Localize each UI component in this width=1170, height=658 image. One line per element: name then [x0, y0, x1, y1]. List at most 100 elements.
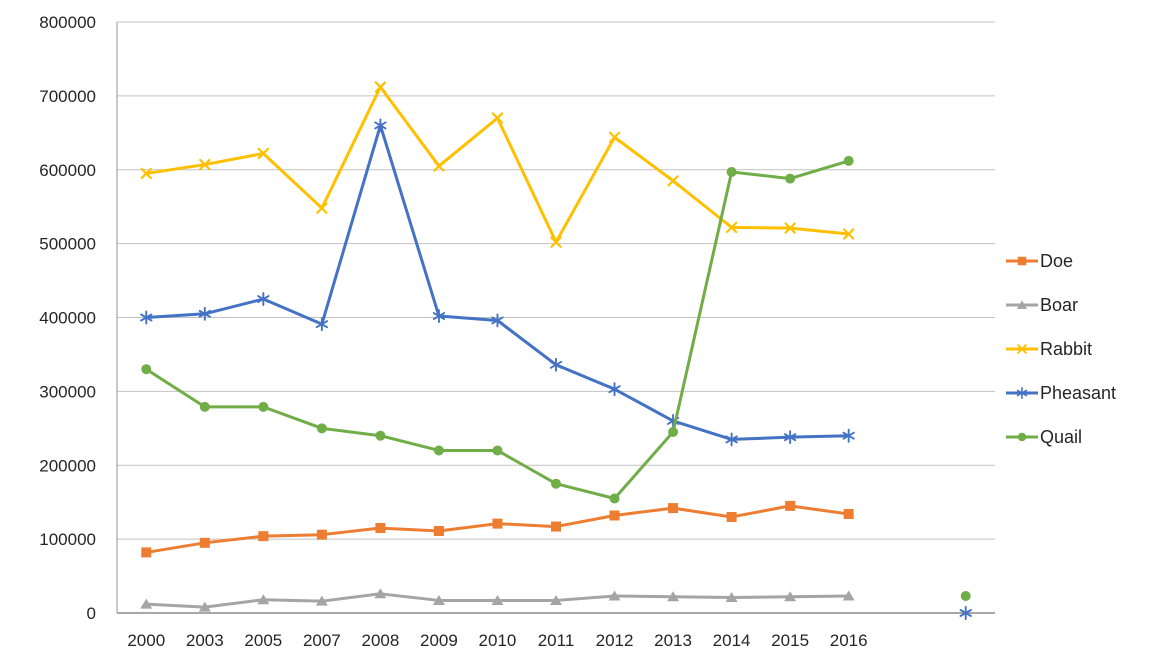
data-point-marker: [315, 595, 328, 606]
y-axis-tick-label: 500000: [39, 235, 96, 254]
data-point-marker: [198, 306, 211, 321]
data-point-marker: [783, 430, 797, 445]
x-axis-tick-label: 2014: [713, 631, 751, 650]
data-point-marker: [375, 430, 386, 441]
series-boar: [140, 588, 855, 612]
data-point-marker: [1017, 344, 1027, 354]
data-point-marker: [491, 112, 504, 124]
y-axis-tick-label: 100000: [39, 530, 96, 549]
legend-item-pheasant: Pheasant: [1006, 381, 1116, 405]
data-point-marker: [433, 160, 445, 172]
data-point-marker: [668, 503, 679, 514]
data-point-marker: [1017, 432, 1027, 442]
data-point-marker: [257, 594, 270, 605]
x-axis-tick-label: 2008: [361, 631, 399, 650]
data-point-marker: [491, 594, 504, 605]
data-point-marker: [140, 310, 153, 325]
data-point-marker: [842, 228, 855, 240]
data-point-marker: [315, 317, 329, 332]
y-axis-tick-label: 700000: [39, 87, 96, 106]
x-axis-tick-label: 2003: [186, 631, 224, 650]
data-point-marker: [491, 313, 504, 328]
data-point-marker: [550, 594, 562, 605]
data-point-marker: [726, 166, 737, 177]
y-axis-tick-label: 800000: [39, 13, 96, 32]
series-pheasant: [140, 118, 972, 620]
y-axis-tick-label: 300000: [39, 382, 96, 401]
x-axis-tick-label: 2007: [303, 631, 341, 650]
legend-label: Pheasant: [1040, 382, 1117, 403]
legend-marker-boar: [1006, 300, 1038, 309]
data-point-marker: [667, 591, 680, 602]
data-point-marker: [316, 202, 328, 214]
data-point-marker: [1016, 300, 1028, 309]
data-point-marker: [258, 531, 269, 542]
data-point-marker: [141, 547, 152, 558]
data-point-marker: [492, 445, 503, 456]
data-point-marker: [609, 510, 620, 521]
x-axis-tick-label: 2015: [771, 631, 809, 650]
legend-item-rabbit: Rabbit: [1006, 337, 1116, 361]
legend-item-quail: Quail: [1006, 425, 1116, 449]
data-point-marker: [258, 401, 269, 412]
legend-label: Doe: [1040, 250, 1074, 271]
data-point-marker: [608, 382, 621, 397]
data-point-marker: [726, 511, 737, 522]
data-point-marker: [316, 529, 327, 540]
data-point-marker: [785, 500, 796, 511]
x-axis-tick-label: 2012: [596, 631, 634, 650]
data-point-marker: [432, 594, 445, 605]
data-point-marker: [257, 147, 270, 160]
series-rabbit: [140, 81, 855, 248]
data-point-marker: [960, 591, 971, 602]
x-axis-tick-label: 2010: [479, 631, 517, 650]
legend-marker-doe: [1006, 256, 1038, 266]
data-point-marker: [374, 118, 387, 133]
data-point-marker: [609, 493, 620, 504]
series-quail: [141, 155, 971, 602]
y-axis-tick-label: 200000: [39, 456, 96, 475]
data-point-marker: [492, 518, 503, 529]
data-point-marker: [374, 81, 387, 93]
series-doe: [141, 500, 854, 558]
data-point-marker: [842, 428, 855, 443]
data-point-marker: [1017, 256, 1027, 266]
x-axis-tick-label: 2000: [127, 631, 165, 650]
data-point-marker: [843, 509, 854, 520]
y-axis-tick-label: 600000: [39, 161, 96, 180]
data-point-marker: [725, 221, 738, 234]
data-point-marker: [608, 590, 621, 601]
y-axis-tick-label: 400000: [39, 309, 96, 328]
data-point-marker: [551, 478, 561, 489]
y-axis-tick-label: 0: [87, 604, 96, 623]
data-point-marker: [375, 523, 386, 534]
legend-label: Quail: [1040, 426, 1083, 447]
data-point-marker: [199, 401, 210, 412]
data-point-marker: [843, 155, 854, 166]
data-point-marker: [549, 357, 563, 372]
x-axis-tick-label: 2016: [830, 631, 868, 650]
series-line-rabbit: [144, 85, 851, 244]
legend-item-boar: Boar: [1006, 293, 1116, 317]
x-axis-tick-label: 2011: [538, 631, 575, 650]
data-point-marker: [725, 591, 738, 602]
data-point-marker: [784, 591, 797, 602]
data-point-marker: [199, 537, 210, 548]
data-point-marker: [784, 222, 796, 234]
x-axis-tick-label: 2005: [244, 631, 282, 650]
legend-marker-quail: [1006, 432, 1038, 442]
legend-item-doe: Doe: [1006, 249, 1116, 273]
data-point-marker: [432, 309, 446, 323]
data-point-marker: [140, 598, 153, 609]
legend-label: Rabbit: [1040, 338, 1093, 359]
x-axis-tick-label: 2013: [654, 631, 692, 650]
data-point-marker: [198, 601, 211, 612]
data-point-marker: [668, 427, 679, 438]
series-line-doe: [144, 504, 851, 554]
data-point-marker: [785, 173, 796, 184]
data-point-marker: [140, 167, 152, 180]
data-point-marker: [550, 236, 562, 248]
data-point-marker: [141, 364, 152, 375]
legend-marker-pheasant: [1006, 387, 1038, 399]
